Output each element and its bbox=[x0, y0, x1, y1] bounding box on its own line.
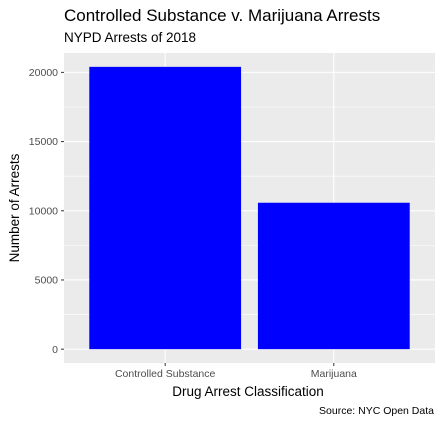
y-tick-label: 0 bbox=[52, 344, 58, 356]
x-tick-label: Controlled Substance bbox=[115, 368, 216, 380]
x-axis-title: Drug Arrest Classification bbox=[172, 384, 324, 399]
y-tick-label: 10000 bbox=[29, 205, 58, 217]
bar-marijuana bbox=[257, 202, 410, 350]
bar-controlled-substance bbox=[89, 66, 242, 350]
y-tick-label: 20000 bbox=[29, 67, 58, 79]
y-axis-title: Number of Arrests bbox=[7, 153, 22, 262]
bars bbox=[89, 66, 410, 350]
x-tick-label: Marijuana bbox=[311, 368, 357, 380]
y-axis: 0 5000 10000 15000 20000 bbox=[29, 67, 64, 356]
y-tick-label: 15000 bbox=[29, 136, 58, 148]
chart-subtitle: NYPD Arrests of 2018 bbox=[64, 30, 196, 45]
x-axis: Controlled Substance Marijuana bbox=[115, 363, 357, 380]
chart-caption: Source: NYC Open Data bbox=[319, 405, 434, 417]
chart-title: Controlled Substance v. Marijuana Arrest… bbox=[64, 6, 380, 25]
y-tick-label: 5000 bbox=[35, 275, 59, 287]
